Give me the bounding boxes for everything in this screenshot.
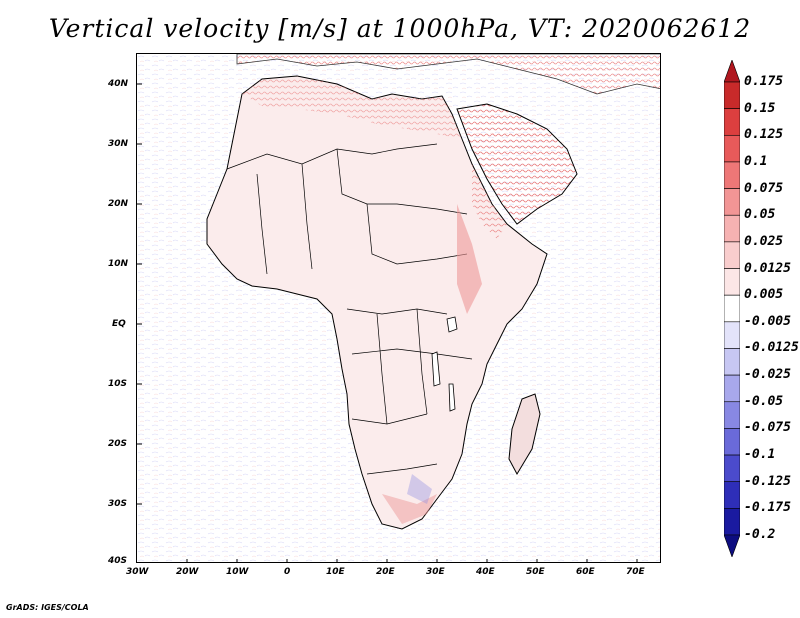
colorbar-label: 0.025 — [744, 233, 784, 249]
colorbar-box — [724, 374, 740, 403]
lon-label: 10E — [326, 567, 345, 577]
colorbar-label: 0.075 — [744, 180, 784, 196]
colorbar-label: -0.075 — [744, 420, 791, 436]
lon-label: 50E — [526, 567, 545, 577]
map-area — [136, 53, 661, 563]
colorbar-box — [724, 268, 740, 296]
colorbar-box — [724, 508, 740, 536]
colorbar-box — [724, 428, 740, 456]
arabia-outline — [456, 103, 578, 225]
africa-outline — [206, 75, 548, 530]
colorbar-box — [724, 321, 740, 349]
lat-label: 40S — [108, 556, 128, 566]
colorbar-label: -0.175 — [744, 500, 791, 516]
colorbar — [724, 60, 740, 557]
lat-label: 30S — [108, 499, 128, 509]
lon-label: 20E — [376, 567, 395, 577]
colorbar-box — [724, 161, 740, 189]
colorbar-label: -0.2 — [744, 527, 776, 542]
colorbar-bottom-arrow — [724, 534, 740, 557]
colorbar-top-arrow — [724, 60, 740, 83]
colorbar-box — [724, 241, 740, 269]
lon-label: 30W — [126, 567, 149, 577]
map-svg — [137, 54, 660, 562]
colorbar-label: 0.1 — [744, 153, 768, 169]
tick-marks — [137, 83, 638, 562]
lat-label: 10N — [108, 259, 129, 269]
colorbar-box — [724, 108, 740, 136]
lat-label: 30N — [108, 139, 129, 149]
lat-label: 10S — [108, 379, 128, 389]
lat-label: EQ — [112, 319, 126, 329]
colorbar-label: 0.05 — [744, 207, 776, 223]
lat-label: 20N — [108, 199, 129, 209]
colorbar-label: -0.025 — [744, 367, 791, 383]
colorbar-box — [724, 294, 740, 323]
colorbar-box — [724, 214, 740, 243]
country-borders — [226, 143, 473, 475]
lon-label: 40E — [476, 567, 495, 577]
lon-label: 30E — [426, 567, 445, 577]
colorbar-box — [724, 401, 740, 429]
lon-label: 60E — [576, 567, 595, 577]
colorbar-box — [724, 481, 740, 509]
lat-label: 20S — [108, 439, 128, 449]
colorbar-box — [724, 188, 740, 216]
chart-title: Vertical velocity [m/s] at 1000hPa, VT: … — [48, 14, 752, 43]
colorbar-label: 0.15 — [744, 100, 776, 116]
colorbar-box — [724, 454, 740, 483]
colorbar-label: 0.175 — [744, 74, 784, 89]
colorbar-label: -0.1 — [744, 447, 776, 463]
lon-label: 70E — [626, 567, 645, 577]
colorbar-box — [724, 134, 740, 163]
colorbar-label: 0.125 — [744, 127, 784, 143]
colorbar-box — [724, 81, 740, 109]
colorbar-box — [724, 348, 740, 376]
lon-label: 10W — [226, 567, 249, 577]
colorbar-label: -0.125 — [744, 473, 791, 489]
colorbar-label: -0.05 — [744, 393, 784, 409]
colorbar-label: -0.005 — [744, 313, 791, 329]
colorbar-label: -0.0125 — [744, 340, 799, 356]
footer-credit: GrADS: IGES/COLA — [6, 603, 89, 612]
lat-label: 40N — [108, 79, 129, 89]
colorbar-label: 0.0125 — [744, 260, 791, 276]
madagascar-outline — [508, 393, 541, 476]
colorbar-label: 0.005 — [744, 287, 784, 303]
lon-label: 0 — [284, 567, 291, 577]
lon-label: 20W — [176, 567, 199, 577]
